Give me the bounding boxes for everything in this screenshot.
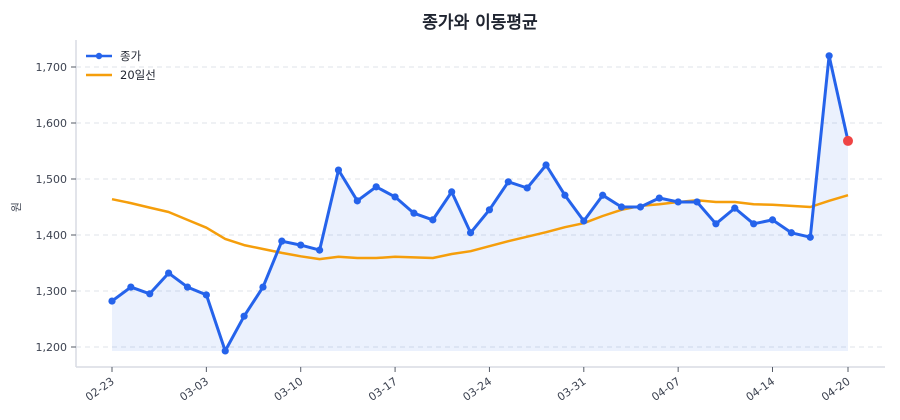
legend-close-marker-icon bbox=[95, 52, 103, 60]
data-point-marker bbox=[731, 204, 739, 212]
x-tick-label: 04-20 bbox=[819, 375, 853, 404]
y-tick-label: 1,400 bbox=[36, 229, 68, 242]
data-point-marker bbox=[523, 184, 531, 192]
x-tick-label: 03-24 bbox=[461, 375, 495, 404]
data-point-marker bbox=[825, 52, 833, 60]
data-point-marker bbox=[599, 191, 607, 199]
data-point-marker bbox=[561, 191, 569, 199]
axes bbox=[75, 40, 885, 368]
data-point-marker bbox=[315, 246, 324, 254]
data-point-marker bbox=[448, 188, 456, 196]
data-point-marker bbox=[542, 161, 550, 169]
data-point-marker bbox=[221, 347, 229, 355]
data-point-marker bbox=[183, 283, 192, 291]
chart-title: 종가와 이동평균 bbox=[422, 13, 538, 33]
last-point-highlight bbox=[843, 135, 853, 146]
y-tick-label: 1,600 bbox=[36, 117, 68, 130]
data-point-marker bbox=[693, 198, 701, 206]
x-axis-ticks: 02-23 03-03 03-10 03-17 03-24 03-31 04-07 04-14… bbox=[83, 367, 853, 404]
x-tick-label: 03-31 bbox=[555, 375, 589, 404]
data-point-marker bbox=[353, 197, 361, 205]
x-tick-label: 03-03 bbox=[177, 375, 211, 404]
ma20-line bbox=[111, 194, 849, 261]
y-axis-ticks: 1,200 1,300 1,400 1,500 1,600 1,700 bbox=[36, 61, 76, 354]
data-point-marker bbox=[750, 220, 758, 228]
data-point-marker bbox=[278, 237, 286, 245]
data-point-marker bbox=[297, 241, 305, 249]
legend-close-label: 종가 bbox=[120, 49, 142, 63]
y-tick-label: 1,300 bbox=[36, 285, 68, 298]
y-tick-label: 1,500 bbox=[36, 173, 68, 186]
data-point-marker bbox=[712, 220, 720, 228]
y-tick-label: 1,700 bbox=[36, 61, 68, 74]
data-point-marker bbox=[429, 216, 437, 224]
data-point-marker bbox=[391, 193, 399, 201]
data-point-marker bbox=[372, 183, 380, 191]
data-point-marker bbox=[674, 198, 682, 206]
data-point-marker bbox=[334, 166, 343, 174]
data-point-marker bbox=[240, 312, 248, 320]
data-point-marker bbox=[259, 283, 267, 291]
data-point-marker bbox=[655, 194, 663, 202]
x-tick-label: 04-14 bbox=[744, 375, 778, 404]
data-point-marker bbox=[108, 297, 116, 305]
x-tick-label: 02-23 bbox=[83, 375, 117, 404]
x-tick-label: 04-07 bbox=[649, 375, 683, 404]
data-point-marker bbox=[410, 209, 418, 217]
data-point-marker bbox=[466, 229, 475, 237]
close-price-line bbox=[111, 54, 850, 353]
data-point-marker bbox=[165, 269, 173, 277]
close-price-markers bbox=[108, 52, 833, 355]
y-tick-label: 1,200 bbox=[36, 341, 68, 354]
data-point-marker bbox=[580, 217, 588, 225]
data-point-marker bbox=[485, 206, 494, 214]
close-price-area-fill bbox=[112, 55, 848, 352]
legend-ma20-label: 20일선 bbox=[120, 68, 156, 82]
legend: 종가 20일선 bbox=[86, 49, 156, 82]
data-point-marker bbox=[146, 290, 154, 298]
data-point-marker bbox=[202, 291, 210, 299]
data-point-marker bbox=[504, 178, 512, 186]
x-tick-label: 03-17 bbox=[366, 375, 400, 404]
data-point-marker bbox=[787, 229, 795, 237]
data-point-marker bbox=[127, 283, 135, 291]
data-point-marker bbox=[806, 233, 814, 241]
y-axis-label: 원 bbox=[10, 202, 23, 212]
data-point-marker bbox=[636, 203, 645, 211]
x-tick-label: 03-10 bbox=[272, 375, 306, 404]
data-point-marker bbox=[768, 216, 777, 224]
data-point-marker bbox=[617, 203, 626, 211]
